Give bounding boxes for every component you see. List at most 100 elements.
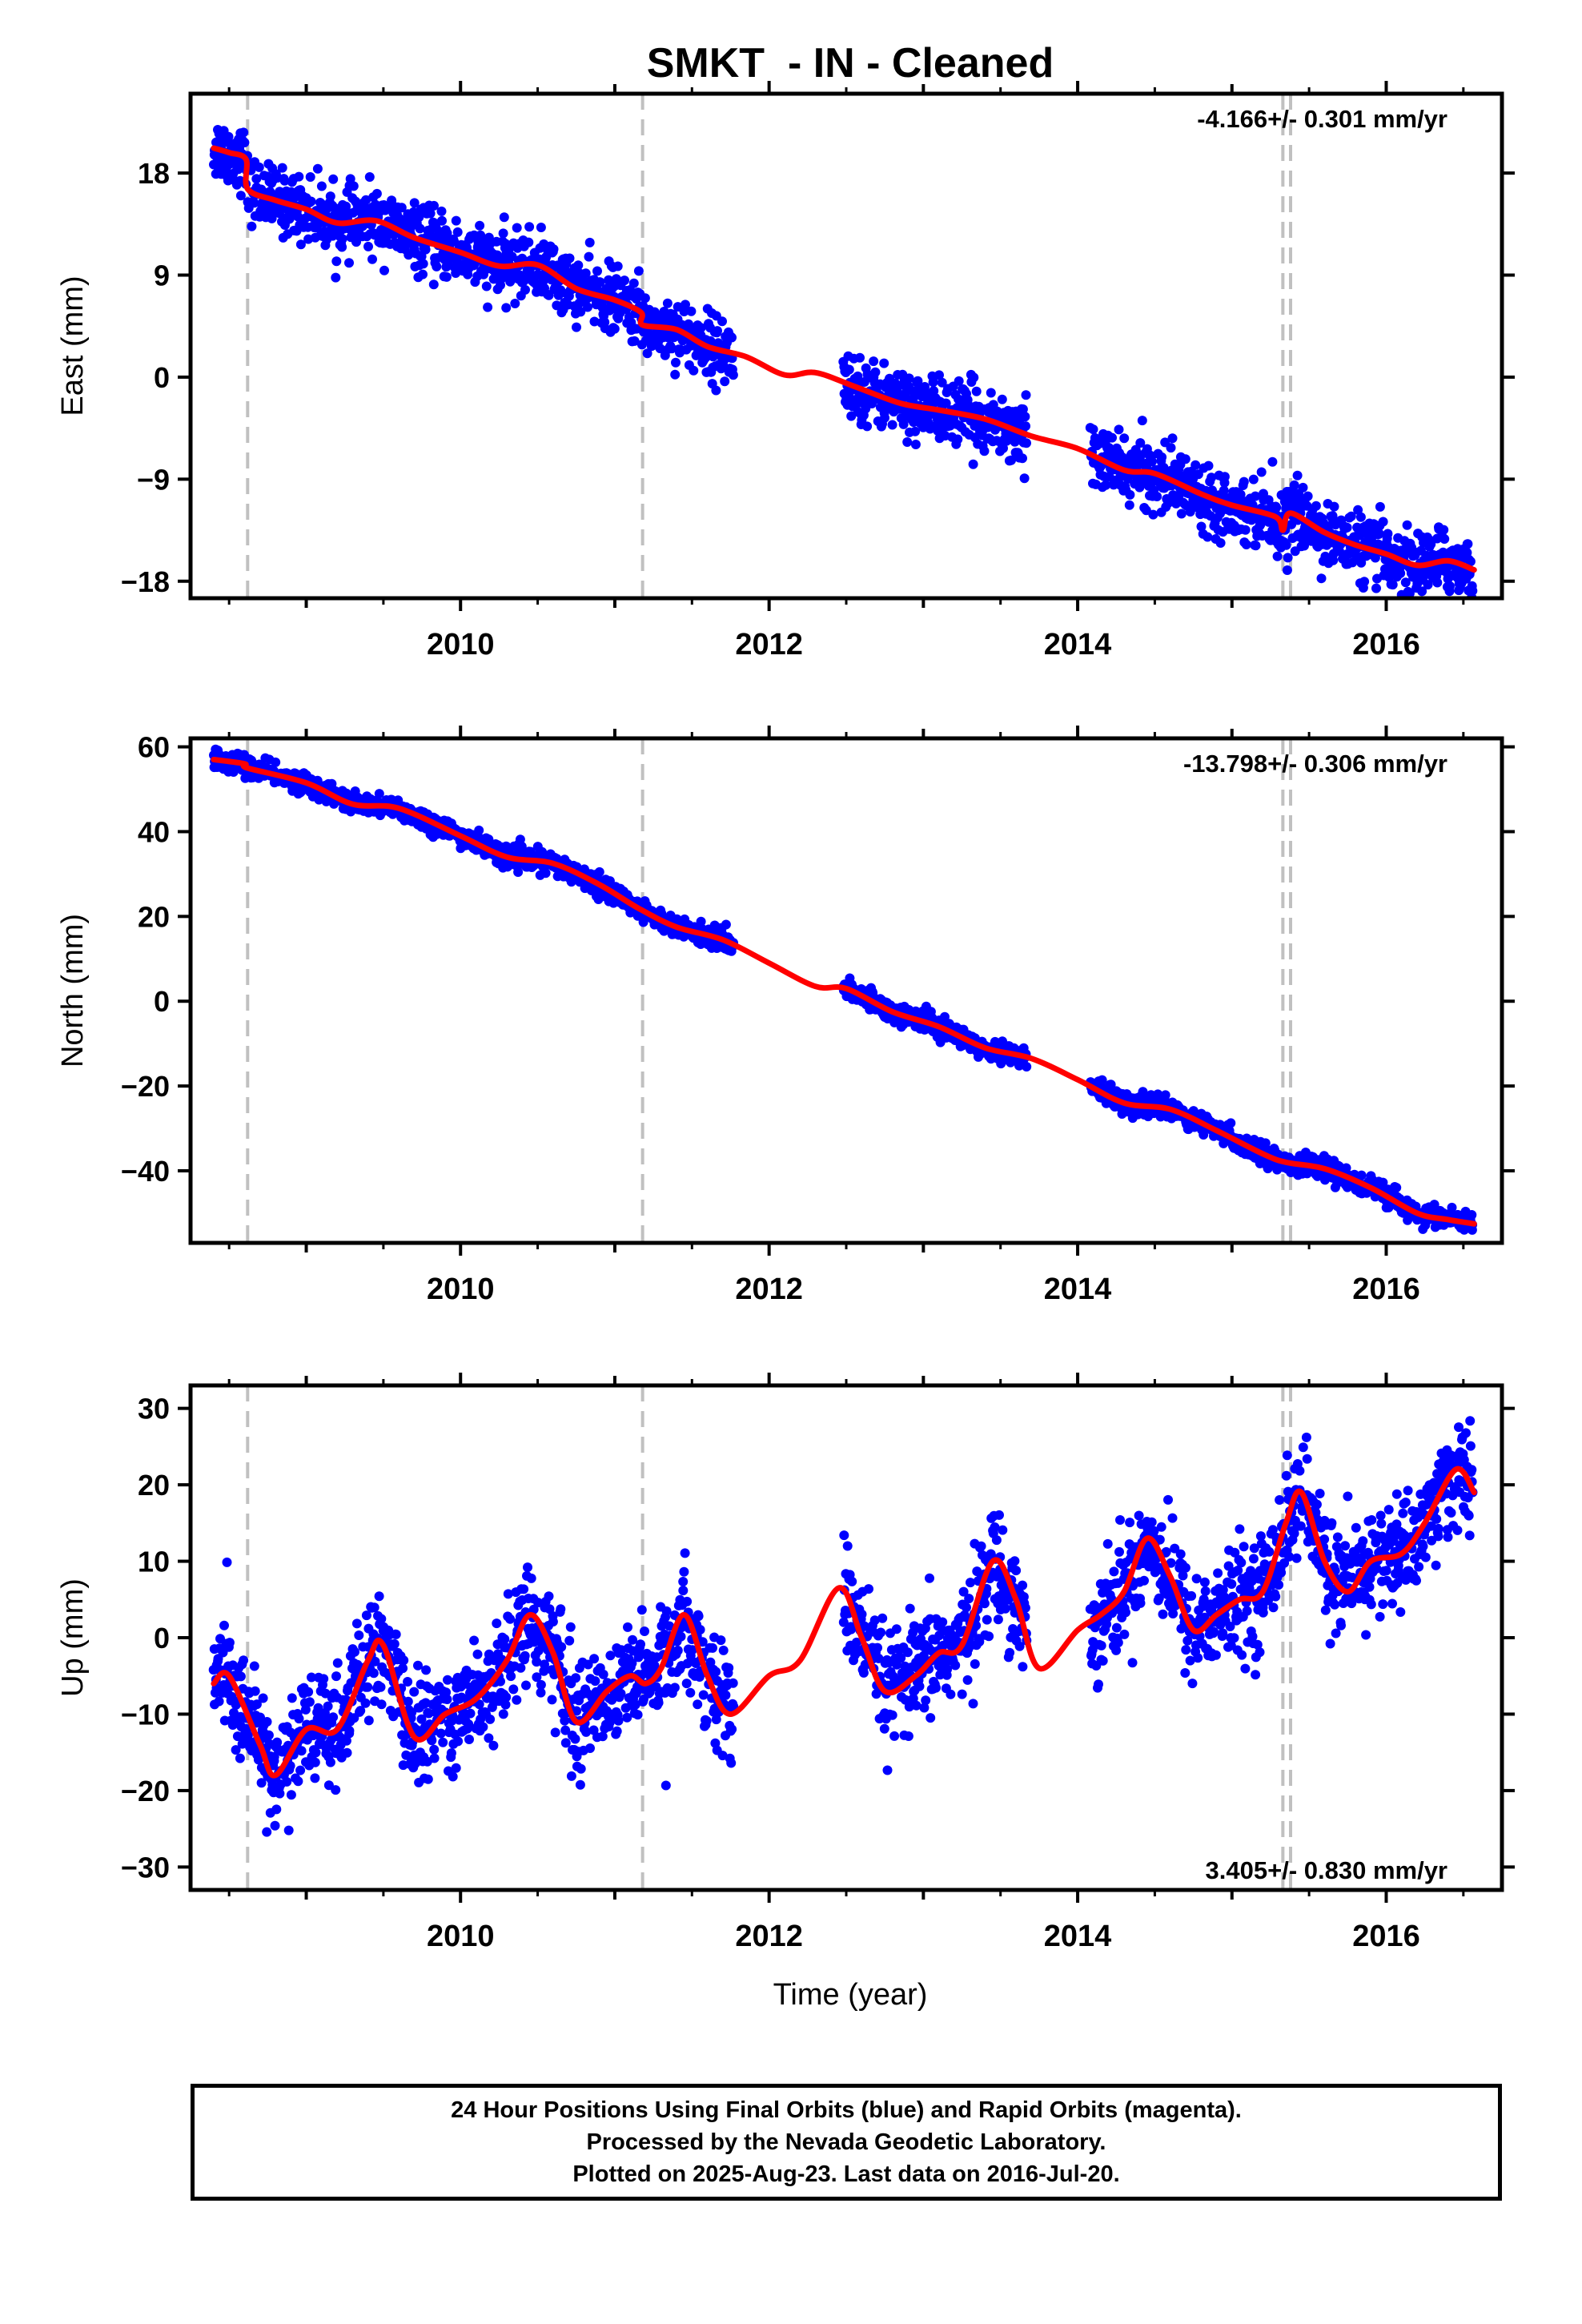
data-point — [344, 1726, 355, 1736]
data-point — [351, 1618, 362, 1629]
data-point — [940, 1011, 950, 1022]
y-tick-label: 9 — [154, 259, 170, 292]
data-point — [862, 421, 873, 432]
data-point — [325, 191, 335, 202]
data-point — [283, 1825, 294, 1835]
data-point — [913, 376, 923, 386]
data-point — [1346, 511, 1356, 521]
data-point — [1176, 509, 1186, 519]
data-point — [452, 227, 463, 237]
data-point — [879, 358, 889, 368]
data-point — [350, 1647, 359, 1657]
data-point — [1097, 1075, 1107, 1085]
x-tick-label: 2016 — [1352, 628, 1420, 661]
data-point — [451, 1763, 461, 1773]
data-point — [533, 1598, 544, 1608]
data-point — [287, 1693, 297, 1703]
data-point — [1146, 456, 1157, 467]
data-point — [448, 1771, 458, 1782]
plot-area-east — [209, 94, 1478, 598]
data-point — [262, 1717, 272, 1727]
data-point — [262, 1827, 272, 1837]
data-point — [437, 215, 447, 226]
data-point — [310, 1773, 320, 1783]
data-point — [513, 867, 524, 877]
data-point — [1167, 433, 1178, 444]
data-point — [1371, 583, 1381, 593]
data-point — [954, 376, 964, 386]
data-point — [1468, 585, 1478, 596]
data-point — [251, 174, 262, 184]
data-point — [409, 198, 420, 208]
data-point — [307, 1672, 316, 1683]
data-point — [928, 377, 938, 388]
data-point — [222, 1557, 232, 1567]
data-point — [413, 1660, 423, 1671]
data-point — [407, 1707, 417, 1718]
data-point — [499, 212, 509, 223]
data-point — [275, 1788, 285, 1799]
data-point — [474, 825, 484, 835]
data-point — [1135, 438, 1146, 448]
data-point — [1387, 580, 1398, 590]
data-point — [1148, 509, 1158, 520]
data-point — [1329, 501, 1339, 512]
data-point — [500, 1634, 510, 1644]
data-point — [536, 223, 546, 232]
data-point — [713, 326, 722, 336]
data-point — [403, 1696, 413, 1707]
data-point — [573, 260, 584, 271]
data-point — [391, 1629, 401, 1639]
data-point — [1215, 538, 1226, 548]
data-point — [1271, 502, 1282, 513]
data-point — [566, 1771, 576, 1781]
data-point — [1240, 525, 1251, 535]
data-point — [512, 1695, 522, 1705]
data-point — [592, 266, 602, 276]
data-point — [1251, 491, 1260, 501]
data-point — [364, 172, 375, 182]
data-point — [331, 256, 342, 267]
data-point — [492, 1618, 502, 1629]
data-point — [429, 200, 439, 211]
data-point — [316, 181, 327, 191]
data-point — [532, 1657, 542, 1667]
data-point — [594, 866, 604, 877]
data-point — [496, 1676, 505, 1687]
data-point — [572, 322, 581, 332]
y-tick-label: 18 — [138, 157, 170, 190]
data-point — [546, 275, 556, 285]
data-point — [532, 1672, 542, 1683]
data-point — [341, 1735, 351, 1746]
data-point — [296, 1746, 307, 1756]
data-point — [239, 138, 250, 147]
data-point — [256, 1778, 267, 1788]
data-point — [331, 1671, 341, 1682]
data-point — [360, 1698, 371, 1708]
data-point — [1432, 577, 1443, 588]
x-tick-label: 2012 — [735, 628, 803, 661]
data-point — [325, 1757, 335, 1767]
model-curve-east — [211, 145, 1477, 573]
data-point — [344, 258, 354, 268]
data-point — [640, 293, 650, 304]
x-tick-label: 2012 — [735, 1273, 803, 1306]
data-point — [681, 300, 690, 310]
data-point — [311, 1747, 321, 1758]
data-point — [1342, 522, 1352, 533]
data-point — [1241, 540, 1251, 549]
data-point — [396, 203, 407, 213]
data-point — [319, 1674, 329, 1684]
data-point — [536, 1687, 546, 1698]
data-point — [1248, 474, 1259, 485]
data-point — [369, 1602, 379, 1613]
data-point — [219, 1620, 229, 1630]
data-point — [361, 195, 371, 205]
y-tick-label: −40 — [121, 1155, 170, 1188]
data-point — [277, 163, 287, 173]
data-point — [1256, 467, 1267, 477]
data-point — [441, 271, 452, 282]
data-point — [235, 1671, 246, 1682]
